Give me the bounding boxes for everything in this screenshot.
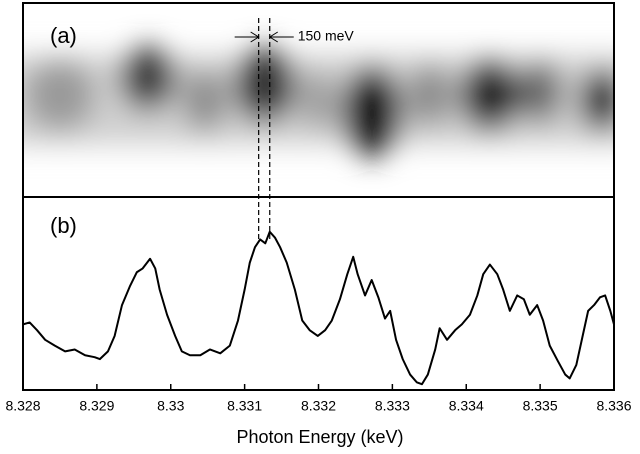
x-tick-label: 8.334 xyxy=(449,398,484,414)
intensity-image xyxy=(23,46,614,157)
spectrum-line xyxy=(22,230,615,386)
annotation: 150 meV xyxy=(298,28,355,44)
x-tick-label: 8.332 xyxy=(301,398,336,414)
x-tick-label: 8.336 xyxy=(596,398,631,414)
x-tick-label: 8.335 xyxy=(523,398,558,414)
x-tick-label: 8.333 xyxy=(375,398,410,414)
x-tick-label: 8.331 xyxy=(227,398,262,414)
panel-b-frame xyxy=(22,196,615,391)
x-axis-label: Photon Energy (keV) xyxy=(236,427,403,447)
panel-label: (b) xyxy=(50,213,77,238)
x-tick-label: 8.329 xyxy=(79,398,114,414)
arrow-head xyxy=(268,31,279,43)
x-tick-label: 8.328 xyxy=(5,398,40,414)
panel-label: (a) xyxy=(50,23,77,48)
arrow-head xyxy=(250,31,260,43)
x-tick-label: 8.33 xyxy=(157,398,184,414)
